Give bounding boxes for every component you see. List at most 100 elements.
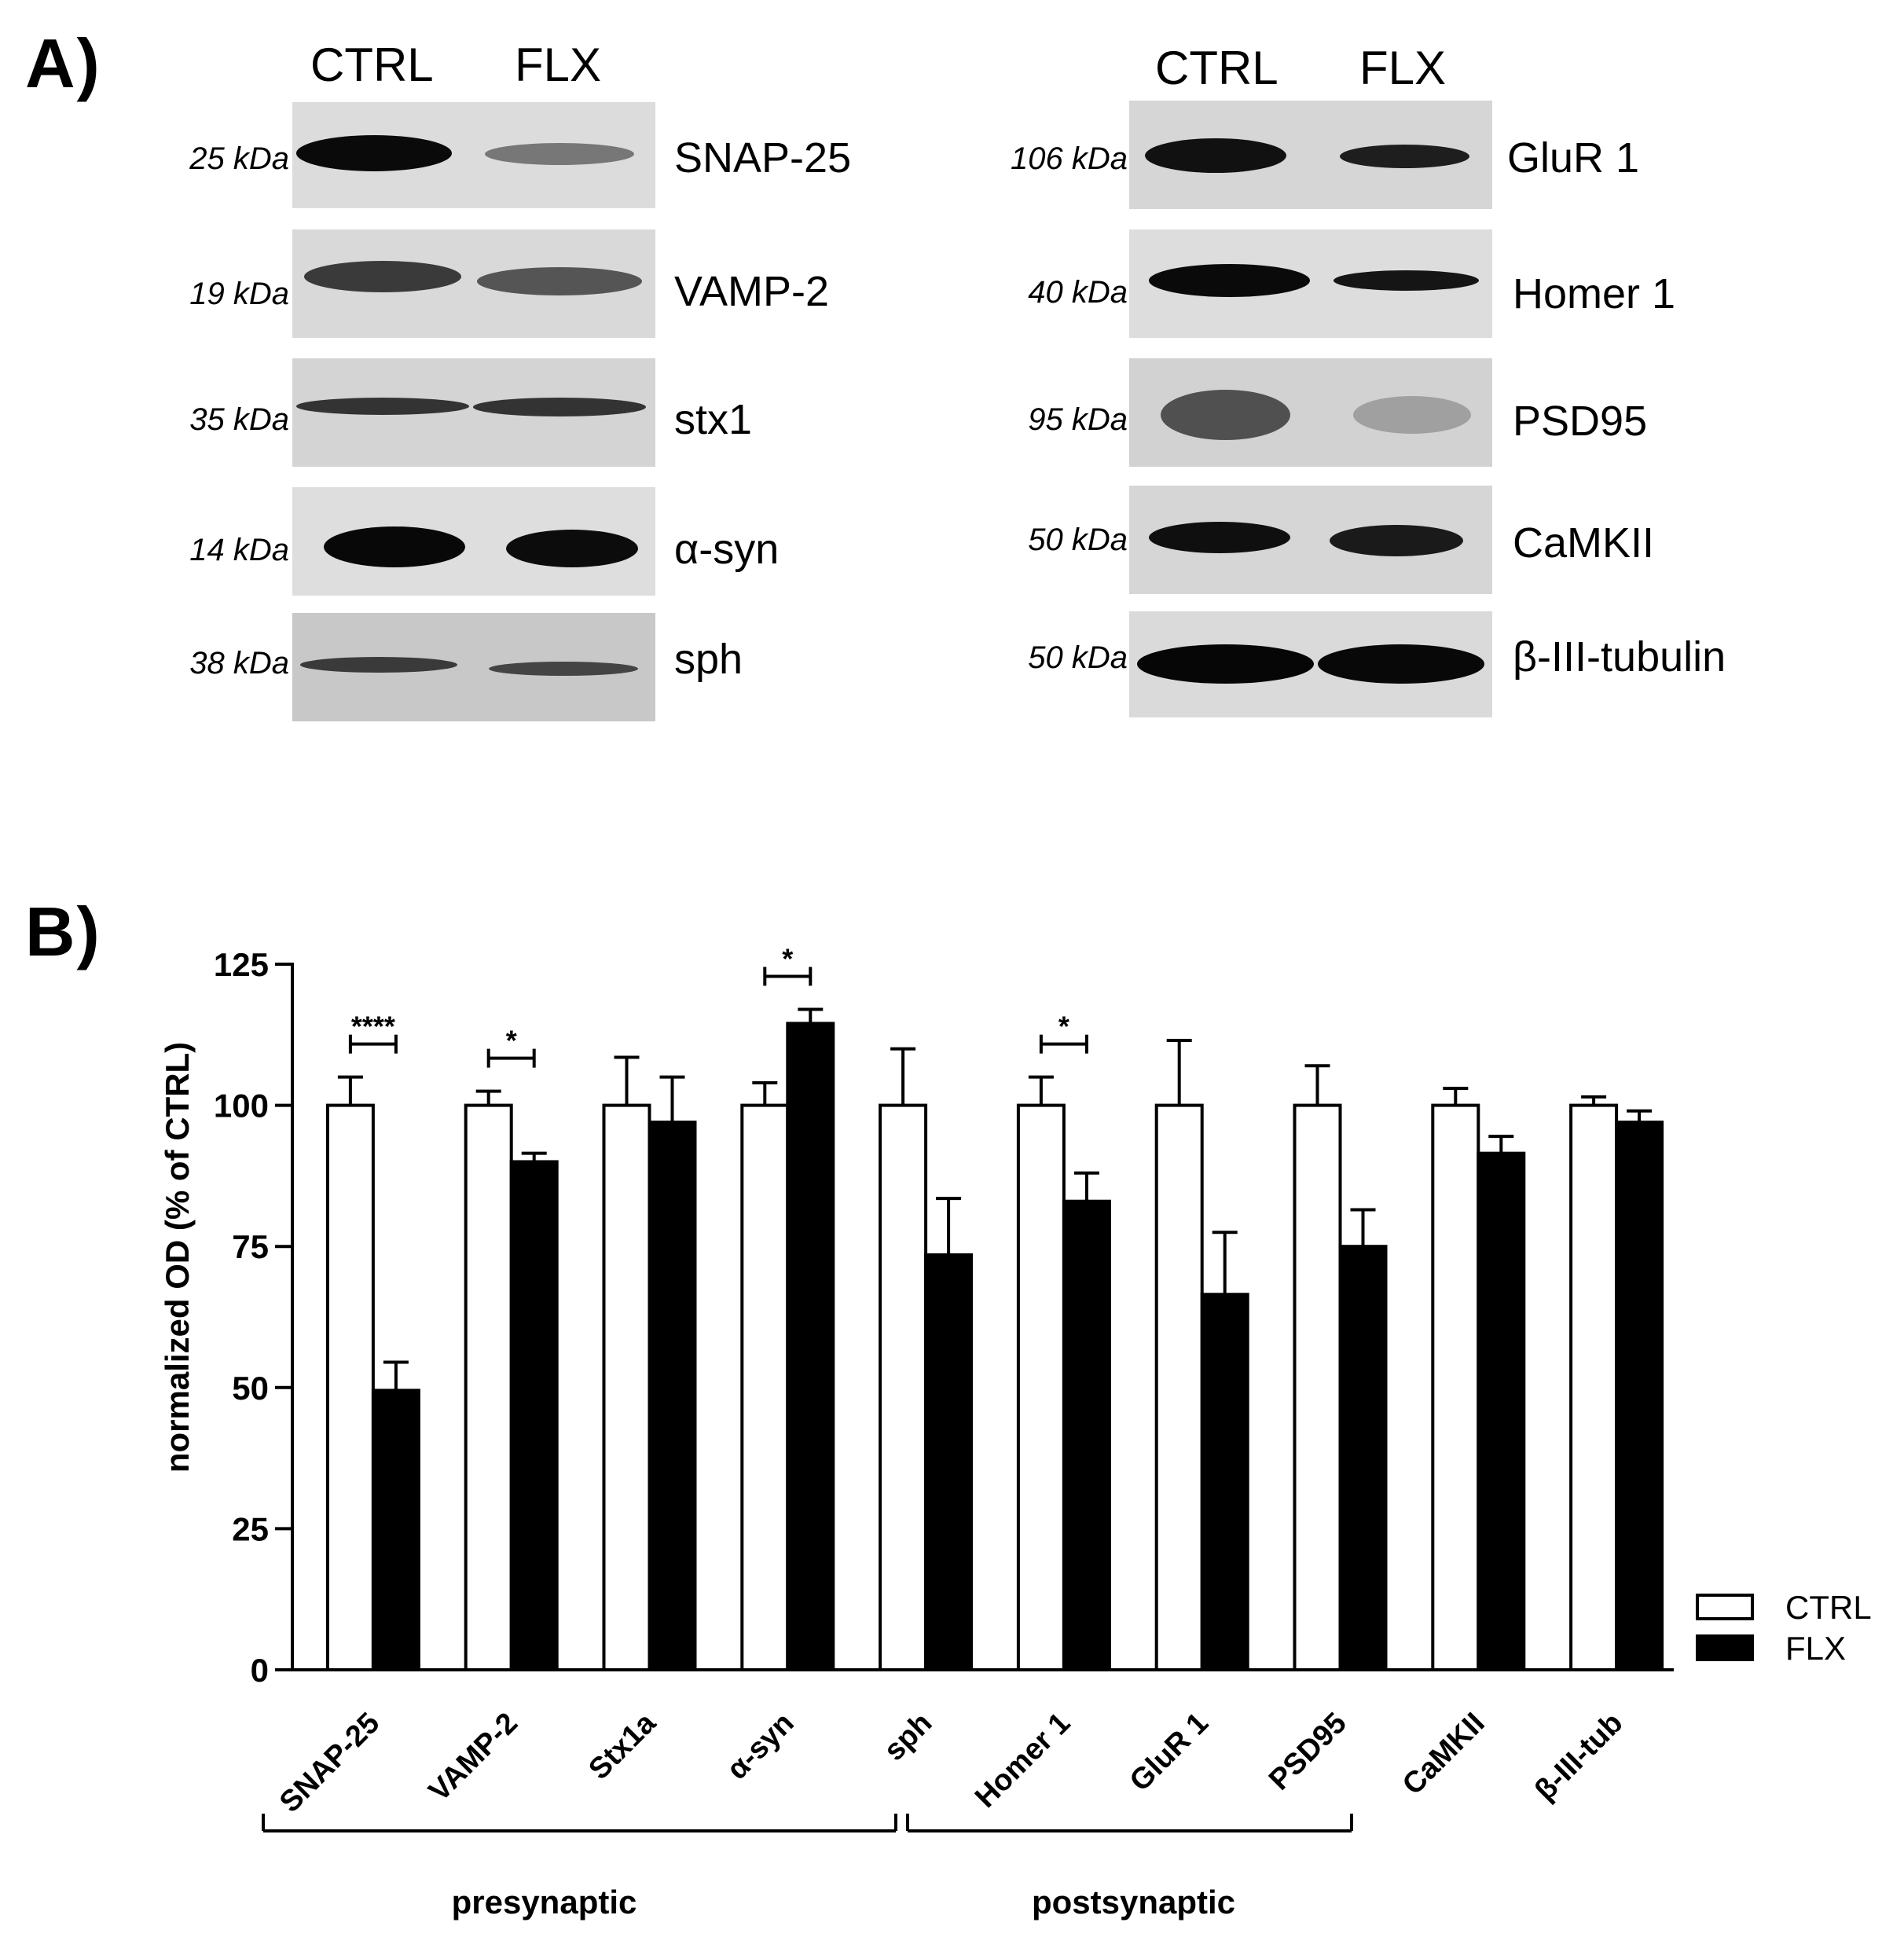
- bar-flx: [1062, 1199, 1111, 1671]
- x-tick-label: sph: [878, 1707, 938, 1767]
- y-axis-label: normalized OD (% of CTRL): [159, 1042, 196, 1473]
- bar-flx: [1200, 1293, 1249, 1672]
- significance-label: ****: [351, 1011, 395, 1043]
- x-tick-label: GluR 1: [1124, 1707, 1215, 1798]
- bar-ctrl: [879, 1103, 928, 1671]
- band-flx: [1334, 270, 1479, 291]
- significance-label: *: [506, 1025, 517, 1057]
- bar-ctrl: [1431, 1103, 1480, 1671]
- band-ctrl: [304, 261, 461, 292]
- bar-flx: [371, 1389, 420, 1671]
- band-ctrl: [296, 398, 469, 415]
- western-blot-sph: [292, 613, 655, 721]
- lane-header-flx: FLX: [515, 39, 602, 91]
- band-flx: [489, 662, 638, 676]
- band-flx: [506, 530, 638, 567]
- y-tick-label: 25: [232, 1510, 269, 1547]
- x-tick-label: VAMP-2: [423, 1707, 524, 1808]
- western-blot-psd95: [1129, 358, 1492, 467]
- x-tick-label: SNAP-25: [273, 1707, 386, 1819]
- bar-ctrl: [1016, 1103, 1066, 1671]
- western-blot-glur1: [1129, 101, 1492, 209]
- y-tick-label: 125: [214, 946, 269, 983]
- kda-label: 38 kDa: [189, 646, 289, 681]
- band-ctrl: [324, 526, 465, 567]
- legend-label-flx: FLX: [1785, 1630, 1846, 1667]
- x-tick-label: β-III-tub: [1528, 1707, 1629, 1807]
- protein-label: CaMKII: [1513, 519, 1655, 567]
- y-tick-label: 0: [251, 1652, 269, 1689]
- band-flx: [1340, 145, 1469, 168]
- lane-header-flx: FLX: [1359, 42, 1447, 94]
- bar-ctrl: [325, 1103, 375, 1671]
- lane-header-ctrl: CTRL: [1155, 42, 1279, 94]
- kda-label: 19 kDa: [189, 277, 289, 311]
- band-flx: [473, 398, 646, 416]
- lane-header-ctrl: CTRL: [310, 39, 434, 91]
- band-flx: [477, 267, 642, 295]
- bar-ctrl: [464, 1103, 513, 1671]
- western-blot-homer1: [1129, 229, 1492, 338]
- band-ctrl: [1149, 264, 1310, 297]
- kda-label: 35 kDa: [189, 402, 289, 437]
- protein-label: β-III-tubulin: [1513, 633, 1726, 681]
- protein-label: α-syn: [674, 526, 780, 573]
- protein-label: SNAP-25: [674, 134, 852, 182]
- y-tick-label: 50: [232, 1370, 269, 1407]
- bar-flx: [509, 1160, 559, 1671]
- kda-label: 50 kDa: [1028, 523, 1128, 557]
- band-ctrl: [1161, 390, 1290, 440]
- band-ctrl: [1149, 522, 1290, 553]
- y-tick-label: 75: [232, 1228, 269, 1265]
- x-tick-labels: SNAP-25 VAMP-2 Stx1a α-syn sph Homer 1 GluR 1 P…: [273, 1706, 1629, 1819]
- kda-label: 95 kDa: [1028, 402, 1128, 437]
- kda-label: 40 kDa: [1028, 275, 1128, 310]
- group-label: presynaptic: [452, 1884, 637, 1920]
- bar-ctrl: [1154, 1103, 1204, 1671]
- x-tick-label: CaMKII: [1396, 1707, 1491, 1802]
- x-tick-label: Stx1a: [582, 1706, 662, 1786]
- bar-ctrl: [602, 1103, 651, 1671]
- bar-flx: [1477, 1151, 1526, 1671]
- western-blot-vamp2: [292, 229, 655, 338]
- band-flx: [485, 143, 634, 165]
- protein-label: PSD95: [1513, 398, 1648, 445]
- kda-label: 50 kDa: [1028, 640, 1128, 675]
- bar-ctrl: [740, 1103, 790, 1671]
- group-label: postsynaptic: [1032, 1884, 1235, 1920]
- x-tick-label: Homer 1: [969, 1707, 1077, 1814]
- bar-flx: [648, 1121, 697, 1671]
- protein-label: sph: [674, 636, 743, 683]
- bar-ctrl: [1293, 1103, 1342, 1671]
- bar-flx: [1338, 1245, 1388, 1671]
- bar-flx: [786, 1022, 835, 1671]
- protein-label: Homer 1: [1513, 270, 1676, 317]
- kda-label: 25 kDa: [189, 141, 289, 176]
- western-blot-stx1: [292, 358, 655, 467]
- panel-b-label: B): [25, 893, 101, 970]
- kda-label: 106 kDa: [1011, 141, 1128, 176]
- x-tick-label: α-syn: [721, 1707, 800, 1786]
- group-brackets: presynaptic postsynaptic: [262, 1814, 1353, 1920]
- band-flx: [1353, 396, 1471, 434]
- legend: CTRL FLX: [1696, 1589, 1872, 1667]
- band-flx: [1330, 525, 1463, 556]
- x-tick-label: PSD95: [1263, 1707, 1353, 1797]
- kda-label: 14 kDa: [189, 533, 289, 567]
- bar-flx: [924, 1253, 974, 1671]
- legend-swatch-flx: [1696, 1634, 1754, 1661]
- bar-ctrl: [1569, 1103, 1619, 1671]
- western-blot-snap25: [292, 102, 655, 208]
- band-ctrl: [1137, 644, 1314, 684]
- band-flx: [1318, 644, 1484, 684]
- protein-label: VAMP-2: [674, 268, 830, 315]
- western-blot-camkii: [1129, 486, 1492, 594]
- western-blot-b3tubulin: [1129, 611, 1492, 717]
- y-axis-label-group: normalized OD (% of CTRL): [159, 1042, 196, 1473]
- panel-a-label: A): [25, 24, 101, 102]
- protein-label: GluR 1: [1507, 134, 1640, 182]
- bars: [325, 1007, 1664, 1672]
- legend-swatch-ctrl: [1696, 1594, 1754, 1620]
- legend-label-ctrl: CTRL: [1785, 1589, 1872, 1626]
